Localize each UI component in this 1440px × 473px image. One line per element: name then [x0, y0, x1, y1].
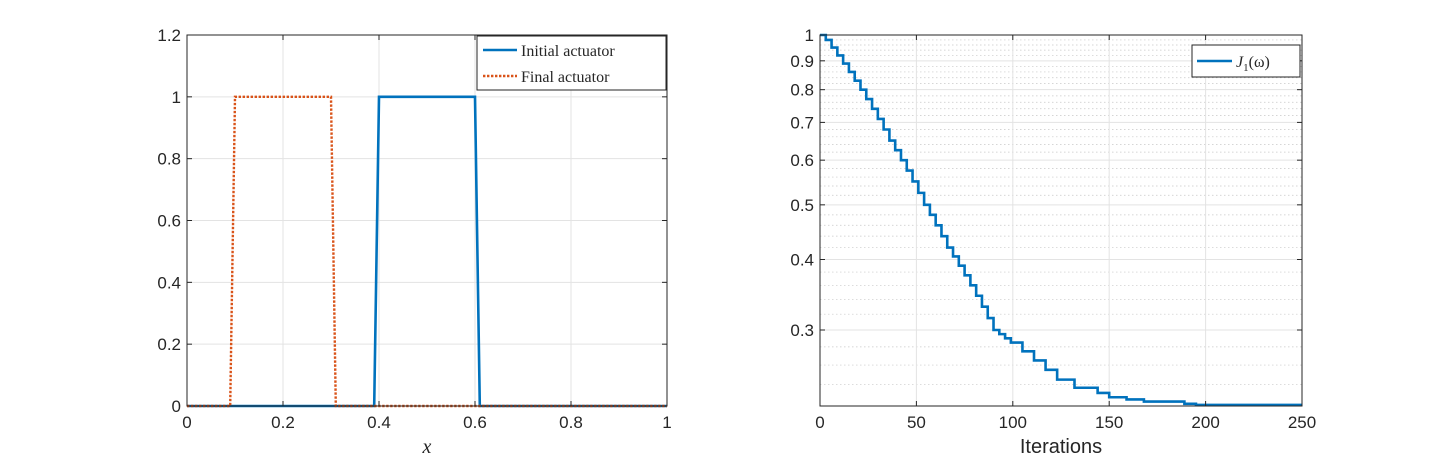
- y-tick-label: 0.4: [157, 273, 181, 292]
- y-tick-label: 1.2: [157, 26, 181, 45]
- x-tick-label: 0.8: [559, 413, 583, 432]
- left-chart: 0 0.2 0.4 0.6 0.8 1 0 0.2 0.4 0.6 0.8 1 1.2 x Initial …: [157, 26, 671, 458]
- x-tick-label: 250: [1288, 413, 1316, 432]
- y-tick-label: 1: [172, 88, 181, 107]
- x-tick-label: 1: [662, 413, 671, 432]
- x-axis-label: x: [422, 436, 432, 458]
- legend-box: [476, 35, 667, 91]
- plot-area: [820, 35, 1302, 406]
- series-line-1: [820, 33, 1302, 407]
- x-axis-label: Iterations: [1020, 436, 1102, 458]
- legend-label-1: J1(ω): [1236, 54, 1270, 74]
- y-tick-label: 0.7: [790, 113, 814, 132]
- x-tick-label: 50: [907, 413, 926, 432]
- y-tick-label: 0.3: [790, 321, 814, 340]
- x-tick-label: 0.6: [463, 413, 487, 432]
- y-tick-label: 0.5: [790, 196, 814, 215]
- x-tick-label: 150: [1095, 413, 1123, 432]
- y-tick-label: 1: [805, 26, 814, 45]
- y-tick-label: 0.8: [790, 81, 814, 100]
- x-tick-label: 0.2: [271, 413, 295, 432]
- x-tick-label: 0: [182, 413, 191, 432]
- x-tick-label: 200: [1191, 413, 1219, 432]
- y-tick-label: 0: [172, 397, 181, 416]
- x-tick-label: 100: [999, 413, 1027, 432]
- y-tick-label: 0.9: [790, 52, 814, 71]
- y-tick-label: 0.6: [157, 212, 181, 231]
- axes-frame: [819, 34, 1303, 407]
- right-chart: 0 50 100 150 200 250 0.3 0.4 0.5 0.6 0.7 0.8 0.9 1 Ite…: [790, 26, 1316, 458]
- legend-label-2: Final actuator: [521, 69, 610, 86]
- y-tick-label: 0.4: [790, 251, 814, 270]
- legend-label-1: Initial actuator: [521, 43, 615, 60]
- y-tick-label: 0.2: [157, 335, 181, 354]
- x-tick-label: 0: [815, 413, 824, 432]
- x-tick-label: 0.4: [367, 413, 391, 432]
- y-tick-label: 0.8: [157, 150, 181, 169]
- y-tick-label: 0.6: [790, 151, 814, 170]
